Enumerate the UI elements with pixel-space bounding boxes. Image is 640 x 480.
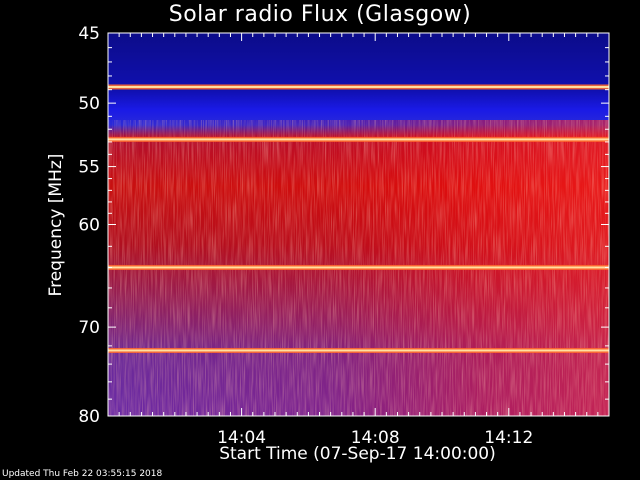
y-tick-label: 80 — [78, 407, 100, 427]
chart-title: Solar radio Flux (Glasgow) — [168, 2, 472, 27]
x-tick-label: 14:08 — [351, 428, 400, 448]
x-tick-label: 14:12 — [484, 428, 533, 448]
y-tick-label: 45 — [78, 24, 100, 44]
interference-line-core — [108, 85, 609, 88]
interference-line-core — [108, 138, 609, 141]
interference-line-core — [108, 349, 609, 352]
interference-line-core — [108, 266, 609, 269]
y-tick-label: 50 — [78, 94, 100, 114]
y-tick-label: 70 — [78, 318, 100, 338]
x-tick-label: 14:04 — [217, 428, 266, 448]
updated-timestamp: Updated Thu Feb 22 03:55:15 2018 — [2, 469, 163, 479]
y-tick-label: 60 — [78, 216, 100, 236]
x-axis-label: Start Time (07-Sep-17 14:00:00) — [219, 444, 496, 464]
axes: 45 50 55 60 70 80 14:04 14:08 14:12 — [78, 24, 609, 448]
y-tick-label: 55 — [78, 158, 100, 178]
spectrogram-image — [108, 33, 609, 416]
y-axis-label: Frequency [MHz] — [46, 153, 66, 297]
